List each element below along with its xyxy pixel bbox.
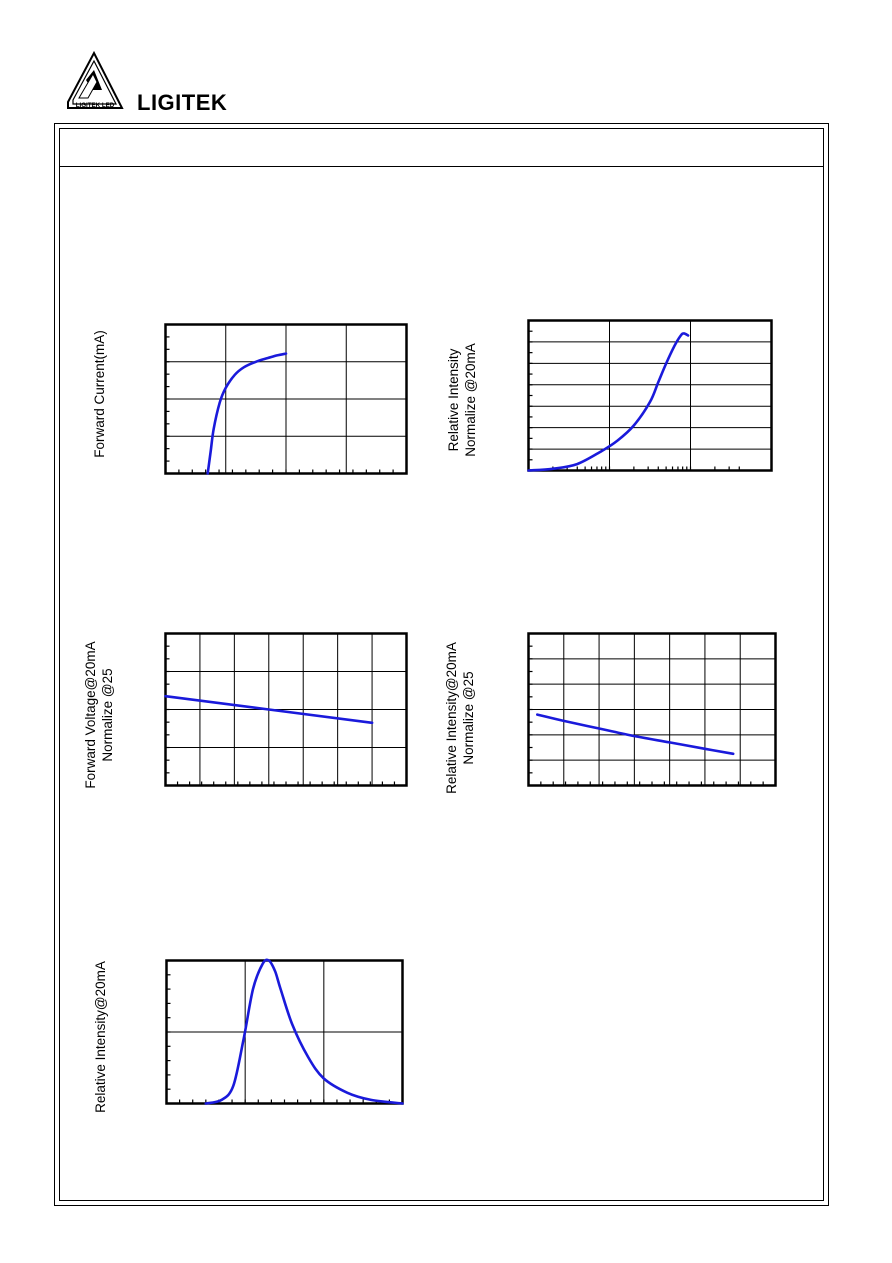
ligitek-logo: LIGITEK LED [67, 50, 124, 109]
sp-ylabel-line-1: Relative Intensity@20mA [93, 961, 108, 1113]
vt-ylabel-line-2: Normalize @25 [100, 668, 115, 762]
page-frame-outer [54, 123, 829, 1206]
it-ylabel-line-2: Normalize @25 [461, 671, 476, 765]
series-line [206, 352, 288, 475]
ri-ylabel-line-1: Relative Intensity [446, 348, 461, 452]
vt-ylabel-line-1: Forward Voltage@20mA [83, 641, 98, 789]
fv-ylabel: Forward Current(mA) [91, 314, 108, 474]
header-divider [59, 166, 824, 167]
spectral-distribution-chart [165, 958, 404, 1105]
sp-ylabel: Relative Intensity@20mA [92, 952, 109, 1122]
fv-ylabel-line-1: Forward Current(mA) [92, 330, 107, 458]
vt-ylabel: Forward Voltage@20mA Normalize @25 [82, 630, 116, 800]
relative-intensity-vs-temperature-chart [527, 632, 777, 787]
series-line [164, 694, 374, 725]
series-line [527, 332, 690, 472]
ri-ylabel-line-2: Normalize @20mA [463, 343, 478, 457]
forward-voltage-vs-temperature-chart [164, 632, 408, 787]
series-line [536, 713, 735, 756]
plot-frame [527, 319, 773, 472]
page-frame-inner [59, 128, 824, 1201]
series-line [204, 958, 404, 1105]
it-ylabel: Relative Intensity@20mA Normalize @25 [443, 630, 477, 806]
forward-current-chart [164, 323, 408, 475]
logo-text: LIGITEK LED [76, 102, 115, 109]
ri-ylabel: Relative Intensity Normalize @20mA [445, 330, 479, 470]
brand-name: LIGITEK [137, 90, 228, 115]
it-ylabel-line-1: Relative Intensity@20mA [444, 642, 459, 794]
relative-intensity-vs-current-chart [527, 319, 773, 472]
